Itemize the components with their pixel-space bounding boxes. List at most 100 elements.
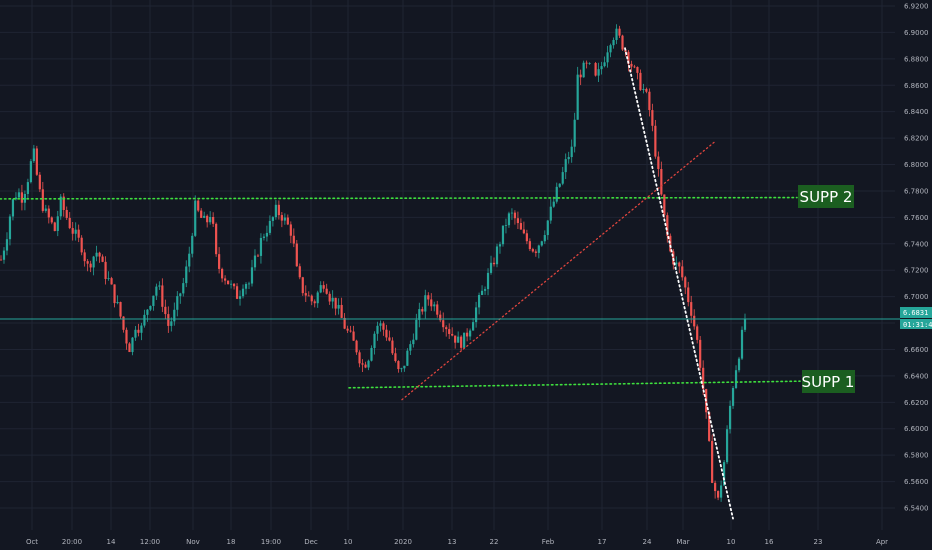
candle-body (486, 272, 490, 290)
candle-body (609, 45, 612, 53)
supp-1-label[interactable]: SUPP 1 (802, 370, 855, 393)
candle-body (448, 329, 451, 334)
candle-body (642, 88, 645, 90)
candle-body (579, 74, 582, 78)
time-tick-label: 2020 (394, 538, 412, 546)
candle-body (463, 332, 466, 348)
time-tick-label: Nov (186, 538, 200, 546)
candle-body (44, 208, 47, 211)
candle-body (41, 189, 44, 211)
candle-body (445, 327, 448, 330)
candle-body (83, 252, 86, 262)
price-tick-label: 6.9000 (904, 29, 929, 37)
candle-body (283, 217, 286, 221)
candle-body (134, 329, 137, 338)
candle-body (226, 280, 230, 285)
price-tick-label: 6.8400 (904, 108, 929, 116)
time-tick-label: 12:00 (140, 538, 160, 546)
candle-body (71, 228, 74, 234)
candle-body (663, 194, 666, 216)
candle-body (612, 39, 615, 46)
candle-body (725, 429, 729, 463)
candle-body (606, 52, 609, 63)
candle-body (361, 363, 364, 365)
candle-body (519, 223, 523, 230)
candle-body (349, 330, 352, 332)
candle-body (194, 200, 197, 236)
candle-body (59, 196, 62, 217)
candle-body (334, 297, 337, 309)
candle-body (433, 304, 436, 307)
candle-body (570, 146, 573, 158)
price-tick-label: 6.7000 (904, 293, 929, 301)
candle-body (244, 284, 248, 289)
candle-body (209, 216, 212, 223)
candle-body (403, 365, 406, 369)
candle-body (510, 212, 514, 214)
candle-body (364, 364, 367, 368)
supp-1-label-text: SUPP 1 (802, 373, 855, 391)
candle-body (439, 314, 442, 321)
candle-body (573, 119, 576, 147)
price-tick-label: 6.5800 (904, 452, 929, 460)
price-tick-label: 6.5400 (904, 505, 929, 513)
candle-body (603, 62, 606, 67)
candle-body (185, 266, 188, 284)
candle-body (678, 262, 681, 267)
time-tick-label: Mar (676, 538, 689, 546)
candle-body (540, 241, 543, 246)
candle-body (358, 352, 361, 364)
candle-body (415, 319, 418, 340)
candle-body (328, 293, 331, 302)
supp-2-label-background (798, 185, 854, 208)
candle-body (719, 485, 723, 498)
candle-body (513, 212, 517, 219)
candle-body (122, 316, 125, 330)
candle-body (280, 215, 283, 221)
candle-body (588, 63, 591, 64)
candle-body (454, 335, 457, 343)
candle-body (259, 237, 263, 256)
candle-body (474, 307, 478, 323)
price-tick-label: 6.8200 (904, 135, 929, 143)
candle-body (8, 216, 12, 240)
candle-body (149, 305, 152, 310)
candle-body (268, 220, 272, 233)
current-price-value: 6.6831 (903, 309, 928, 317)
candle-body (235, 286, 239, 299)
time-tick-label: 16 (765, 538, 774, 546)
candle-body (137, 329, 140, 333)
candle-body (232, 283, 236, 287)
candle-body (531, 249, 534, 252)
candle-body (14, 197, 18, 200)
candle-body (116, 302, 119, 304)
candle-body (173, 309, 176, 322)
candle-body (50, 217, 53, 223)
supp-2-label[interactable]: SUPP 2 (798, 185, 854, 208)
candle-body (630, 63, 633, 67)
candle-body (331, 297, 334, 302)
candle-body (310, 295, 313, 302)
time-tick-label: 18 (227, 538, 236, 546)
candle-body (621, 35, 624, 50)
candle-body (32, 148, 35, 162)
candle-body (215, 223, 218, 255)
candle-body (657, 156, 660, 169)
candle-body (687, 287, 690, 303)
price-tick-label: 6.7800 (904, 187, 929, 195)
candle-body (382, 323, 385, 330)
time-tick-label: Apr (876, 538, 888, 546)
candle-body (256, 255, 260, 257)
time-axis[interactable]: Oct 20:00 14 12:00 Nov 18 19:00 Dec 10 2020 13 22 Fe… (26, 538, 888, 546)
candle-body (534, 251, 537, 253)
candle-body (504, 225, 508, 226)
candle-body (155, 286, 158, 296)
candle-body (95, 252, 98, 257)
candle-body (597, 69, 600, 76)
price-tick-label: 6.8800 (904, 55, 929, 63)
candle-body (483, 289, 487, 291)
candle-body (203, 215, 206, 218)
candle-body (206, 215, 209, 223)
candle-body (492, 262, 496, 265)
